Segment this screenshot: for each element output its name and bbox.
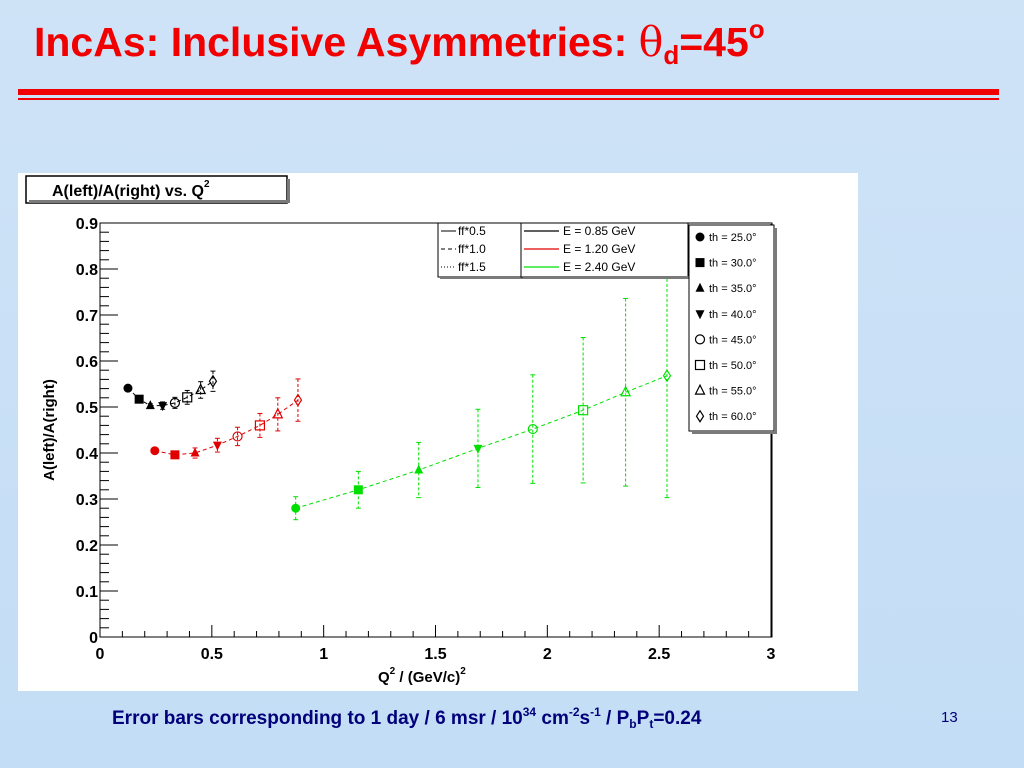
data-point — [578, 405, 589, 416]
legend-marker-triangle-down — [695, 310, 705, 320]
legend-energy-3: E = 2.40 GeV — [563, 260, 635, 274]
x-tick-label: 0 — [96, 646, 105, 663]
series-3 — [291, 253, 672, 521]
legend-marker-square — [695, 258, 705, 268]
x-tick-label: 2 — [543, 646, 552, 663]
caption-sub-1: b — [629, 717, 637, 731]
caption-text-1: Error bars corresponding to 1 day / 6 ms… — [112, 708, 523, 729]
legend-marker-circle — [695, 232, 705, 242]
y-tick-label: 0 — [89, 630, 98, 647]
x-tick-label: 2.5 — [648, 646, 670, 663]
data-point — [208, 374, 218, 388]
y-tick-label: 0.1 — [76, 584, 98, 601]
chart-svg: A(left)/A(right) vs. Q2 0 0.5 1 1.5 2 2.5 3 0 0.… — [18, 173, 858, 691]
caption-text-4: / P — [600, 708, 630, 729]
legend-linestyles: ff*0.5 ff*1.0 ff*1.5 — [437, 222, 523, 279]
legend-angle-1: th = 25.0° — [709, 232, 757, 244]
y-tick-label: 0.3 — [76, 492, 98, 509]
chart-title-box: A(left)/A(right) vs. Q2 — [25, 175, 290, 204]
series-2 — [150, 378, 303, 460]
caption-sub-2: t — [649, 717, 654, 731]
data-point — [473, 444, 483, 454]
legend-linestyle-2: ff*1.0 — [458, 242, 486, 256]
data-point — [527, 423, 538, 435]
slide-caption: Error bars corresponding to 1 day / 6 ms… — [112, 705, 701, 731]
y-tick-label: 0.7 — [76, 308, 98, 325]
y-tick-label: 0.9 — [76, 216, 98, 233]
data-point — [272, 407, 284, 419]
y-tick-label: 0.5 — [76, 400, 98, 417]
legend-angle-8: th = 60.0° — [709, 411, 757, 423]
data-point — [150, 446, 160, 456]
data-point — [145, 400, 155, 410]
x-tick-label: 3 — [767, 646, 776, 663]
legend-energy-2: E = 1.20 GeV — [563, 242, 635, 256]
y-tick-label: 0.8 — [76, 262, 98, 279]
legend-linestyle-3: ff*1.5 — [458, 260, 486, 274]
data-point — [170, 450, 180, 460]
data-point — [195, 383, 207, 395]
legend-angle-2: th = 30.0° — [709, 258, 757, 270]
legend-angle-3: th = 35.0° — [709, 283, 757, 295]
legend-marker-triangle-up — [695, 282, 705, 292]
caption-text-2: cm — [536, 708, 569, 729]
caption-sup-3: -1 — [590, 705, 601, 719]
caption-text-3: s — [579, 708, 591, 729]
data-point — [291, 503, 301, 513]
title-subscript: d — [663, 40, 680, 70]
data-point — [134, 394, 144, 404]
caption-text-6: =0.24 — [653, 708, 702, 729]
series-line — [295, 375, 668, 509]
data-point — [158, 402, 168, 412]
title-rule-thin — [18, 98, 999, 100]
data-point — [182, 392, 193, 403]
data-point — [662, 369, 672, 383]
y-tick-label: 0.4 — [76, 446, 98, 463]
chart-title: A(left)/A(right) vs. Q2 — [52, 179, 210, 200]
y-axis-label: A(left)/A(right) — [41, 379, 58, 481]
legend-angle-7: th = 55.0° — [709, 386, 757, 398]
data-point — [414, 464, 424, 474]
legend-linestyle-1: ff*0.5 — [458, 224, 486, 238]
data-point — [620, 385, 632, 397]
legend-energy-1: E = 0.85 GeV — [563, 224, 635, 238]
x-tick-label: 1.5 — [424, 646, 446, 663]
legend-marker-open-square — [694, 359, 706, 371]
series-1 — [123, 370, 218, 412]
data-point — [169, 397, 181, 408]
x-tick-label: 1 — [319, 646, 328, 663]
data-point — [190, 447, 200, 457]
x-tick-label: 0.5 — [201, 646, 223, 663]
title-theta: θ — [638, 18, 664, 66]
slide-title: IncAs: Inclusive Asymmetries: θd=45o — [34, 14, 765, 71]
title-superscript: o — [748, 14, 765, 44]
legend-angles: th = 25.0° th = 30.0° th = 35.0° th = 40… — [688, 224, 777, 434]
legend-angle-6: th = 50.0° — [709, 360, 757, 372]
legend-marker-open-diamond — [695, 409, 705, 423]
slide-number: 13 — [941, 709, 958, 726]
title-equals: =45 — [679, 19, 749, 65]
legend-energies: E = 0.85 GeV E = 1.20 GeV E = 2.40 GeV — [520, 222, 690, 279]
title-main: IncAs: Inclusive Asymmetries: — [34, 19, 639, 65]
title-rule-thick — [18, 89, 999, 95]
chart-figure: A(left)/A(right) vs. Q2 0 0.5 1 1.5 2 2.5 3 0 0.… — [18, 173, 858, 691]
data-point — [212, 441, 222, 451]
legend-marker-open-triangle — [694, 383, 706, 395]
y-tick-label: 0.6 — [76, 354, 98, 371]
y-tick-label: 0.2 — [76, 538, 98, 555]
x-axis-label: Q2 / (GeV/c)2 — [378, 666, 466, 686]
data-point — [254, 420, 266, 431]
data-point — [293, 393, 303, 407]
caption-sup-2: -2 — [568, 705, 580, 719]
caption-sup-1: 34 — [522, 705, 537, 719]
caption-text-5: P — [636, 708, 650, 729]
data-point — [123, 383, 133, 393]
data-point — [353, 485, 363, 495]
legend-angle-4: th = 40.0° — [709, 309, 757, 321]
legend-angle-5: th = 45.0° — [709, 334, 757, 346]
data-point — [232, 431, 243, 442]
legend-marker-open-circle — [694, 334, 706, 345]
